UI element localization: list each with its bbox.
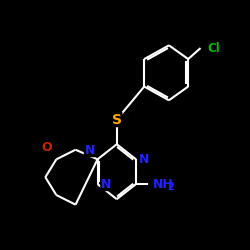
Text: S: S xyxy=(112,112,122,126)
Text: NH: NH xyxy=(152,178,173,190)
Text: O: O xyxy=(42,141,52,154)
Text: N: N xyxy=(84,144,95,156)
Text: Cl: Cl xyxy=(208,42,220,54)
Text: N: N xyxy=(101,178,111,190)
Text: 2: 2 xyxy=(167,182,173,192)
Text: N: N xyxy=(139,153,150,166)
